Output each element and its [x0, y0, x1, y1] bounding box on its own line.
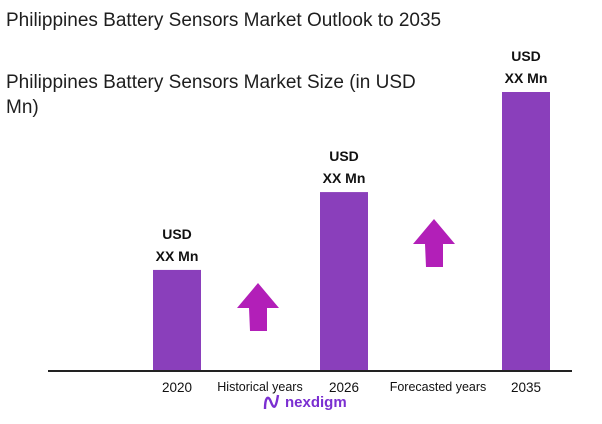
logo-text: nexdigm [285, 393, 347, 411]
logo-icon [263, 394, 280, 410]
period-label: Forecasted years [390, 380, 487, 394]
growth-arrow-icon [413, 219, 455, 267]
bar-2020 [153, 269, 201, 370]
growth-arrow-icon [237, 283, 279, 331]
x-tick-label: 2020 [162, 380, 192, 395]
chart-subtitle: Philippines Battery Sensors Market Size … [6, 72, 416, 118]
bar-2026 [320, 192, 368, 370]
data-label-currency: USD [511, 48, 541, 64]
period-label: Historical years [217, 380, 302, 394]
bar-2035 [502, 92, 550, 370]
chart-title: Philippines Battery Sensors Market Outlo… [6, 10, 442, 31]
data-label-value: XX Mn [323, 170, 366, 186]
data-label-value: XX Mn [156, 248, 199, 264]
logo: nexdigm [262, 392, 347, 412]
x-tick-label: 2035 [511, 380, 541, 395]
data-label-currency: USD [329, 148, 359, 164]
data-label-value: XX Mn [505, 70, 548, 86]
x-tick-label: 2026 [329, 380, 359, 395]
data-label-currency: USD [162, 226, 192, 242]
